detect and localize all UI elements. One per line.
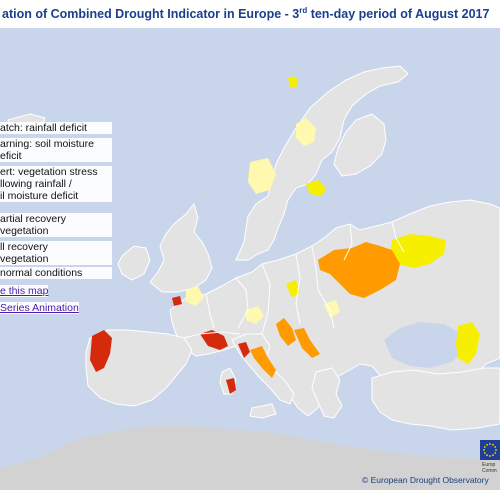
- warning-areas: [250, 242, 400, 378]
- iberia: [85, 329, 193, 407]
- eu-label: Europ Comm: [482, 462, 497, 474]
- scandinavia: [235, 65, 409, 261]
- ireland: [117, 245, 151, 281]
- legend-normal-line1: normal conditions: [0, 267, 83, 279]
- legend-full-recovery-line1: ll recovery: [0, 241, 48, 253]
- legend-watch-line1: atch: rainfall deficit: [0, 122, 87, 134]
- legend-partial-recovery: artial recovery vegetation: [0, 213, 112, 237]
- legend-warning: arning: soil moisture eficit: [0, 138, 112, 162]
- north-africa: [0, 426, 500, 490]
- legend-full-recovery-line2: vegetation: [0, 253, 49, 265]
- turkey: [371, 367, 500, 431]
- finland: [333, 113, 387, 177]
- partial-recovery-areas: [186, 118, 340, 324]
- eu-label-line1: Europ: [482, 462, 496, 468]
- copyright-text: © European Drought Observatory: [362, 475, 489, 485]
- legend-warning-line1: arning: soil moisture: [0, 138, 94, 150]
- legend-full-recovery: ll recovery vegetation: [0, 241, 112, 265]
- country-borders: [183, 221, 405, 339]
- legend-watch: atch: rainfall deficit: [0, 122, 112, 134]
- eu-flag-icon: [480, 440, 500, 460]
- legend-alert-line2: llowing rainfall /: [0, 178, 72, 190]
- eu-label-line2: Comm: [482, 468, 497, 474]
- legend-warning-line2: eficit: [0, 150, 22, 162]
- save-map-link[interactable]: e this map: [0, 285, 49, 297]
- eu-stars-icon: [483, 443, 497, 457]
- legend-alert: ert: vegetation stress llowing rainfall …: [0, 166, 112, 202]
- map-title: ation of Combined Drought Indicator in E…: [0, 0, 500, 28]
- title-superscript: rd: [299, 5, 308, 15]
- black-sea: [384, 322, 466, 368]
- title-text-after: ten-day period of August 2017: [307, 7, 490, 21]
- title-text-before: ation of Combined Drought Indicator in E…: [2, 7, 300, 21]
- series-animation-link[interactable]: Series Animation: [0, 302, 79, 314]
- sicily: [249, 403, 277, 419]
- legend-normal: normal conditions: [0, 267, 112, 279]
- greece: [311, 367, 343, 419]
- legend-partial-recovery-line1: artial recovery: [0, 213, 66, 225]
- legend-alert-line1: ert: vegetation stress: [0, 166, 98, 178]
- legend-alert-line3: il moisture deficit: [0, 190, 79, 202]
- alert-areas: [90, 296, 250, 394]
- legend-partial-recovery-line2: vegetation: [0, 225, 49, 237]
